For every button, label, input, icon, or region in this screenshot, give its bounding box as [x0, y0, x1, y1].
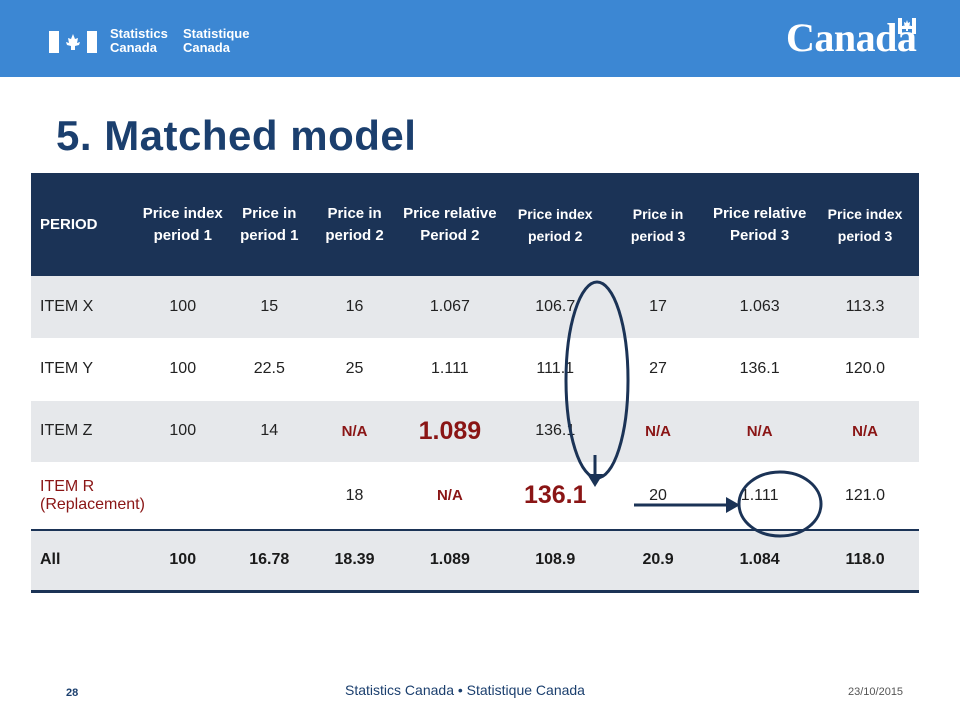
table-row-total: All 100 16.78 18.39 1.089 108.9 20.9 1.0…: [31, 530, 919, 593]
table-cell: [138, 462, 227, 531]
header-cell: Price relative Period 3: [712, 204, 807, 244]
header-cell: Price index period 3: [827, 205, 903, 244]
highlight-value: 136.1: [502, 462, 608, 531]
table-cell: 100: [138, 338, 227, 401]
table-cell: 118.0: [811, 530, 919, 593]
table-cell: 17: [607, 276, 709, 339]
header-cell: Price in period 1: [240, 204, 299, 244]
footer-date: 23/10/2015: [848, 686, 904, 698]
table-cell: 1.111: [397, 338, 503, 401]
table-cell: 1.084: [708, 530, 812, 593]
fip-french-line1: Statistique: [183, 26, 250, 41]
header-cell: PERIOD: [40, 215, 98, 233]
table-cell: 18.39: [311, 530, 398, 593]
row-label: ITEM X: [31, 276, 139, 339]
table-cell: 100: [138, 530, 227, 593]
table-cell: 27: [607, 338, 709, 401]
fip-french: Statistique Canada: [183, 27, 249, 55]
table-row: ITEM Y 100 22.5 25 1.111 111.1 27 136.1 …: [31, 338, 919, 401]
table-cell: 1.089: [397, 530, 503, 593]
na-cell: N/A: [397, 462, 503, 531]
table-cell: 16: [311, 276, 398, 339]
table-header-row: PERIOD Price index period 1 Price in per…: [31, 173, 919, 276]
table-cell: 106.7: [502, 276, 608, 339]
row-label: ITEM Z: [31, 400, 139, 463]
fip-english: Statistics Canada: [110, 27, 168, 55]
header-cell: Price in period 2: [325, 204, 384, 244]
canada-wordmark: Canadā: [786, 15, 917, 60]
table-cell: 1.111: [708, 462, 812, 531]
table-cell: 121.0: [811, 462, 919, 531]
matched-model-table: PERIOD Price index period 1 Price in per…: [31, 173, 919, 593]
header-bar: Statistics Canada Statistique Canada Can…: [0, 0, 960, 77]
canada-flag-icon: [49, 31, 97, 53]
na-cell: N/A: [311, 400, 398, 463]
page-number: 28: [66, 687, 79, 699]
table-row: ITEM X 100 15 16 1.067 106.7 17 1.063 11…: [31, 276, 919, 339]
highlight-value: 1.089: [397, 400, 503, 463]
table-cell: 113.3: [811, 276, 919, 339]
wordmark-flag-icon: [898, 18, 916, 34]
table-cell: 25: [311, 338, 398, 401]
table-row: ITEM R (Replacement) 18 N/A 136.1 20 1.1…: [31, 462, 919, 531]
table-cell: 1.063: [708, 276, 812, 339]
table-cell: 120.0: [811, 338, 919, 401]
fip-english-line2: Canada: [110, 40, 157, 55]
fip-english-line1: Statistics: [110, 26, 168, 41]
na-cell: N/A: [607, 400, 709, 463]
table-cell: 22.5: [226, 338, 312, 401]
table-cell: 16.78: [226, 530, 312, 593]
table-cell: 100: [138, 400, 227, 463]
fip-french-line2: Canada: [183, 40, 230, 55]
table-row: ITEM Z 100 14 N/A 1.089 136.1 N/A N/A N/…: [31, 400, 919, 463]
slide-title: 5. Matched model: [56, 112, 417, 159]
table-cell: 15: [226, 276, 312, 339]
header-cell: Price index period 1: [142, 204, 223, 244]
table-cell: [226, 462, 312, 531]
na-cell: N/A: [708, 400, 812, 463]
table-cell: 136.1: [708, 338, 812, 401]
table-cell: 111.1: [502, 338, 608, 401]
header-cell: Price index period 2: [517, 205, 593, 244]
table-cell: 100: [138, 276, 227, 339]
table-cell: 1.067: [397, 276, 503, 339]
header-cell: Price in period 3: [630, 205, 686, 244]
table-cell: 136.1: [502, 400, 608, 463]
row-label: ITEM R (Replacement): [31, 462, 145, 531]
table-cell: 14: [226, 400, 312, 463]
table-cell: 20.9: [607, 530, 709, 593]
table-cell: 18: [311, 462, 398, 531]
na-cell: N/A: [811, 400, 919, 463]
table-cell: 20: [607, 462, 709, 531]
row-label: All: [31, 530, 139, 593]
header-cell: Price relative Period 2: [403, 204, 497, 244]
footer-text: Statistics Canada • Statistique Canada: [345, 682, 585, 698]
table-cell: 108.9: [502, 530, 608, 593]
row-label: ITEM Y: [31, 338, 139, 401]
